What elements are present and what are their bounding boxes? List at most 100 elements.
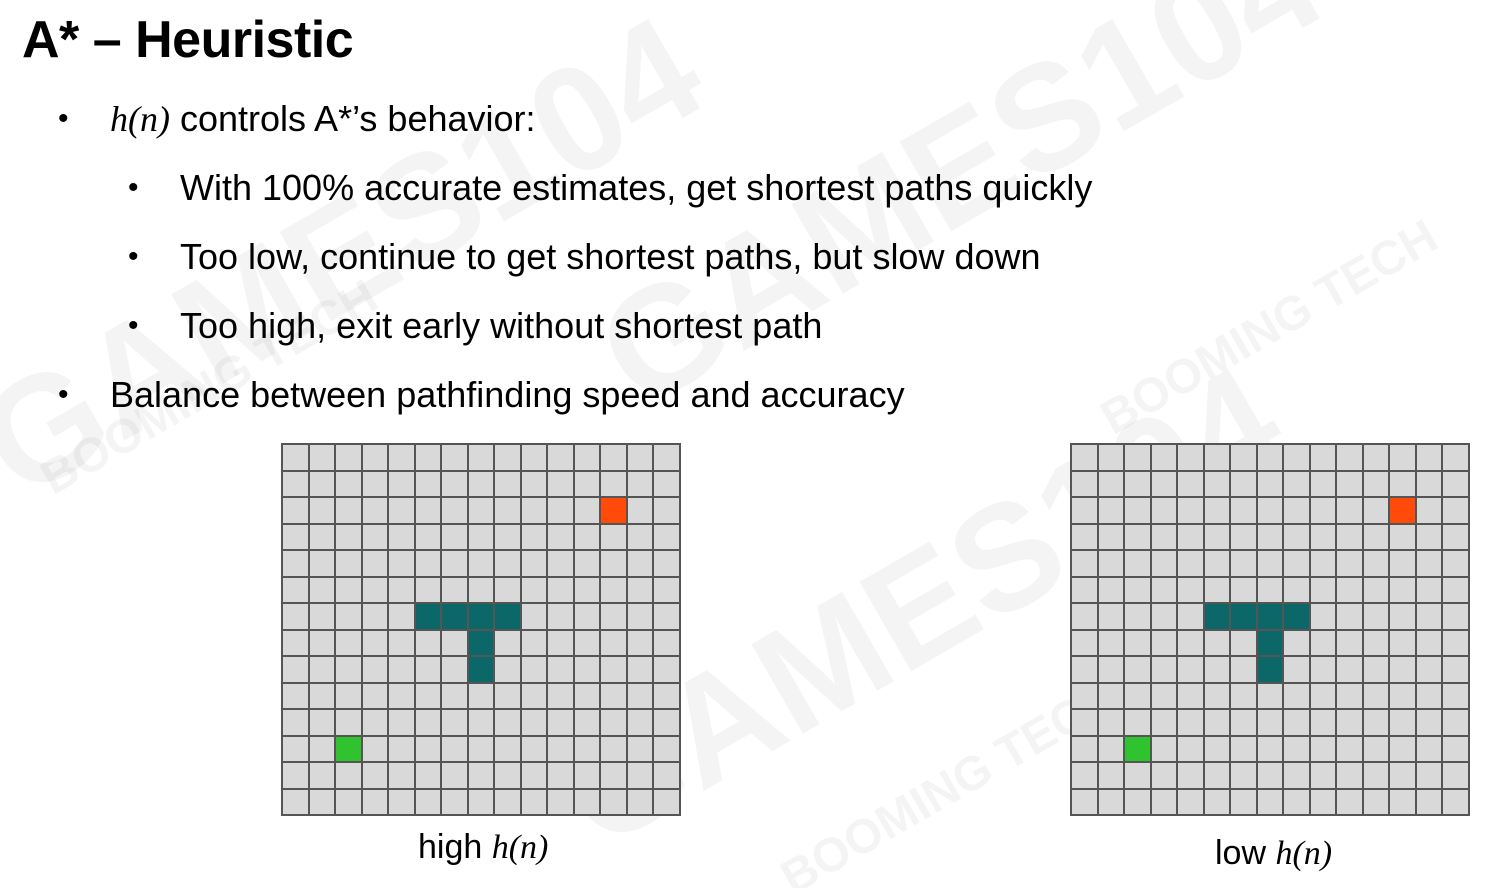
grid-cell <box>1204 657 1229 682</box>
grid-cell <box>654 551 679 576</box>
grid-cell <box>1390 683 1415 708</box>
grid-cell <box>1390 736 1415 761</box>
wall-cell <box>1231 604 1256 629</box>
grid-cell <box>1284 498 1309 523</box>
grid-cell <box>389 498 414 523</box>
wall-cell <box>1257 657 1282 682</box>
grid-cell <box>415 710 440 735</box>
grid-cell <box>1363 630 1388 655</box>
grid-cell <box>362 577 387 602</box>
grid-cell <box>415 736 440 761</box>
watermark-booming: BOOMING TECH <box>1092 209 1447 446</box>
grid-cell <box>1072 471 1097 496</box>
grid-cell <box>521 551 546 576</box>
grid-cell <box>415 577 440 602</box>
grid-cell <box>627 445 652 470</box>
grid-cell <box>1098 763 1123 788</box>
grid-cell <box>1416 577 1441 602</box>
grid-cell <box>574 736 599 761</box>
grid-cell <box>1416 657 1441 682</box>
grid-cell <box>1072 763 1097 788</box>
grid-cell <box>1443 524 1468 549</box>
grid-cell <box>1204 577 1229 602</box>
grid-cell <box>495 498 520 523</box>
grid-cell <box>1231 630 1256 655</box>
start-cell <box>1125 736 1150 761</box>
grid-cell <box>627 577 652 602</box>
grid-cell <box>1257 551 1282 576</box>
grid-cell <box>1231 736 1256 761</box>
grid-cell <box>1231 498 1256 523</box>
grid-cell <box>362 789 387 814</box>
bullet-dot: • <box>128 171 139 204</box>
grid-cell <box>1337 577 1362 602</box>
grid-cell <box>495 471 520 496</box>
grid-cell <box>283 577 308 602</box>
grid-cell <box>1204 763 1229 788</box>
grid-cell <box>336 471 361 496</box>
grid-cell <box>521 498 546 523</box>
grid-cell <box>362 710 387 735</box>
grid-cell <box>442 551 467 576</box>
grid-cell <box>1125 524 1150 549</box>
grid-cell <box>1390 524 1415 549</box>
grid-cell <box>362 551 387 576</box>
grid-cell <box>362 524 387 549</box>
grid-cell <box>1310 657 1335 682</box>
grid-cell <box>1257 445 1282 470</box>
grid-figure-high <box>281 443 681 816</box>
grid-cell <box>1257 577 1282 602</box>
grid-cell <box>495 736 520 761</box>
grid-cell <box>601 630 626 655</box>
grid-cell <box>1390 604 1415 629</box>
grid-cell <box>1125 789 1150 814</box>
grid-cell <box>574 683 599 708</box>
grid-cell <box>1125 683 1150 708</box>
wall-cell <box>415 604 440 629</box>
grid-cell <box>1310 551 1335 576</box>
grid-cell <box>548 471 573 496</box>
grid-cell <box>442 736 467 761</box>
bullet-item: h(n) controls A*’s behavior: <box>110 98 536 140</box>
grid-cell <box>468 445 493 470</box>
grid-cell <box>1443 445 1468 470</box>
grid-cell <box>1098 577 1123 602</box>
grid-cell <box>468 789 493 814</box>
grid-cell <box>442 445 467 470</box>
grid-cell <box>1257 498 1282 523</box>
grid-cell <box>574 498 599 523</box>
grid-cell <box>283 551 308 576</box>
wall-cell <box>495 604 520 629</box>
grid-cell <box>336 498 361 523</box>
grid-cell <box>1231 683 1256 708</box>
grid-cell <box>336 763 361 788</box>
grid-cell <box>627 524 652 549</box>
grid-cell <box>495 630 520 655</box>
grid-cell <box>1443 683 1468 708</box>
grid-cell <box>1151 604 1176 629</box>
grid-cell <box>415 630 440 655</box>
grid-cell <box>1390 445 1415 470</box>
grid-cell <box>1204 736 1229 761</box>
grid-cell <box>389 683 414 708</box>
grid-cell <box>1284 763 1309 788</box>
grid-cell <box>1178 498 1203 523</box>
grid-cell <box>1178 577 1203 602</box>
grid-cell <box>309 710 334 735</box>
grid-cell <box>1151 763 1176 788</box>
grid-cell <box>1310 683 1335 708</box>
bullet-text: Balance between pathfinding speed and ac… <box>110 374 905 415</box>
grid-cell <box>389 763 414 788</box>
grid-cell <box>1178 736 1203 761</box>
grid-cell <box>495 524 520 549</box>
grid-cell <box>1125 604 1150 629</box>
grid-cell <box>1443 763 1468 788</box>
grid-cell <box>309 524 334 549</box>
grid-cell <box>1178 789 1203 814</box>
grid-cell <box>521 657 546 682</box>
grid-cell <box>1231 763 1256 788</box>
grid-cell <box>1443 577 1468 602</box>
grid-cell <box>1257 471 1282 496</box>
grid-cell <box>601 445 626 470</box>
grid-cell <box>521 710 546 735</box>
